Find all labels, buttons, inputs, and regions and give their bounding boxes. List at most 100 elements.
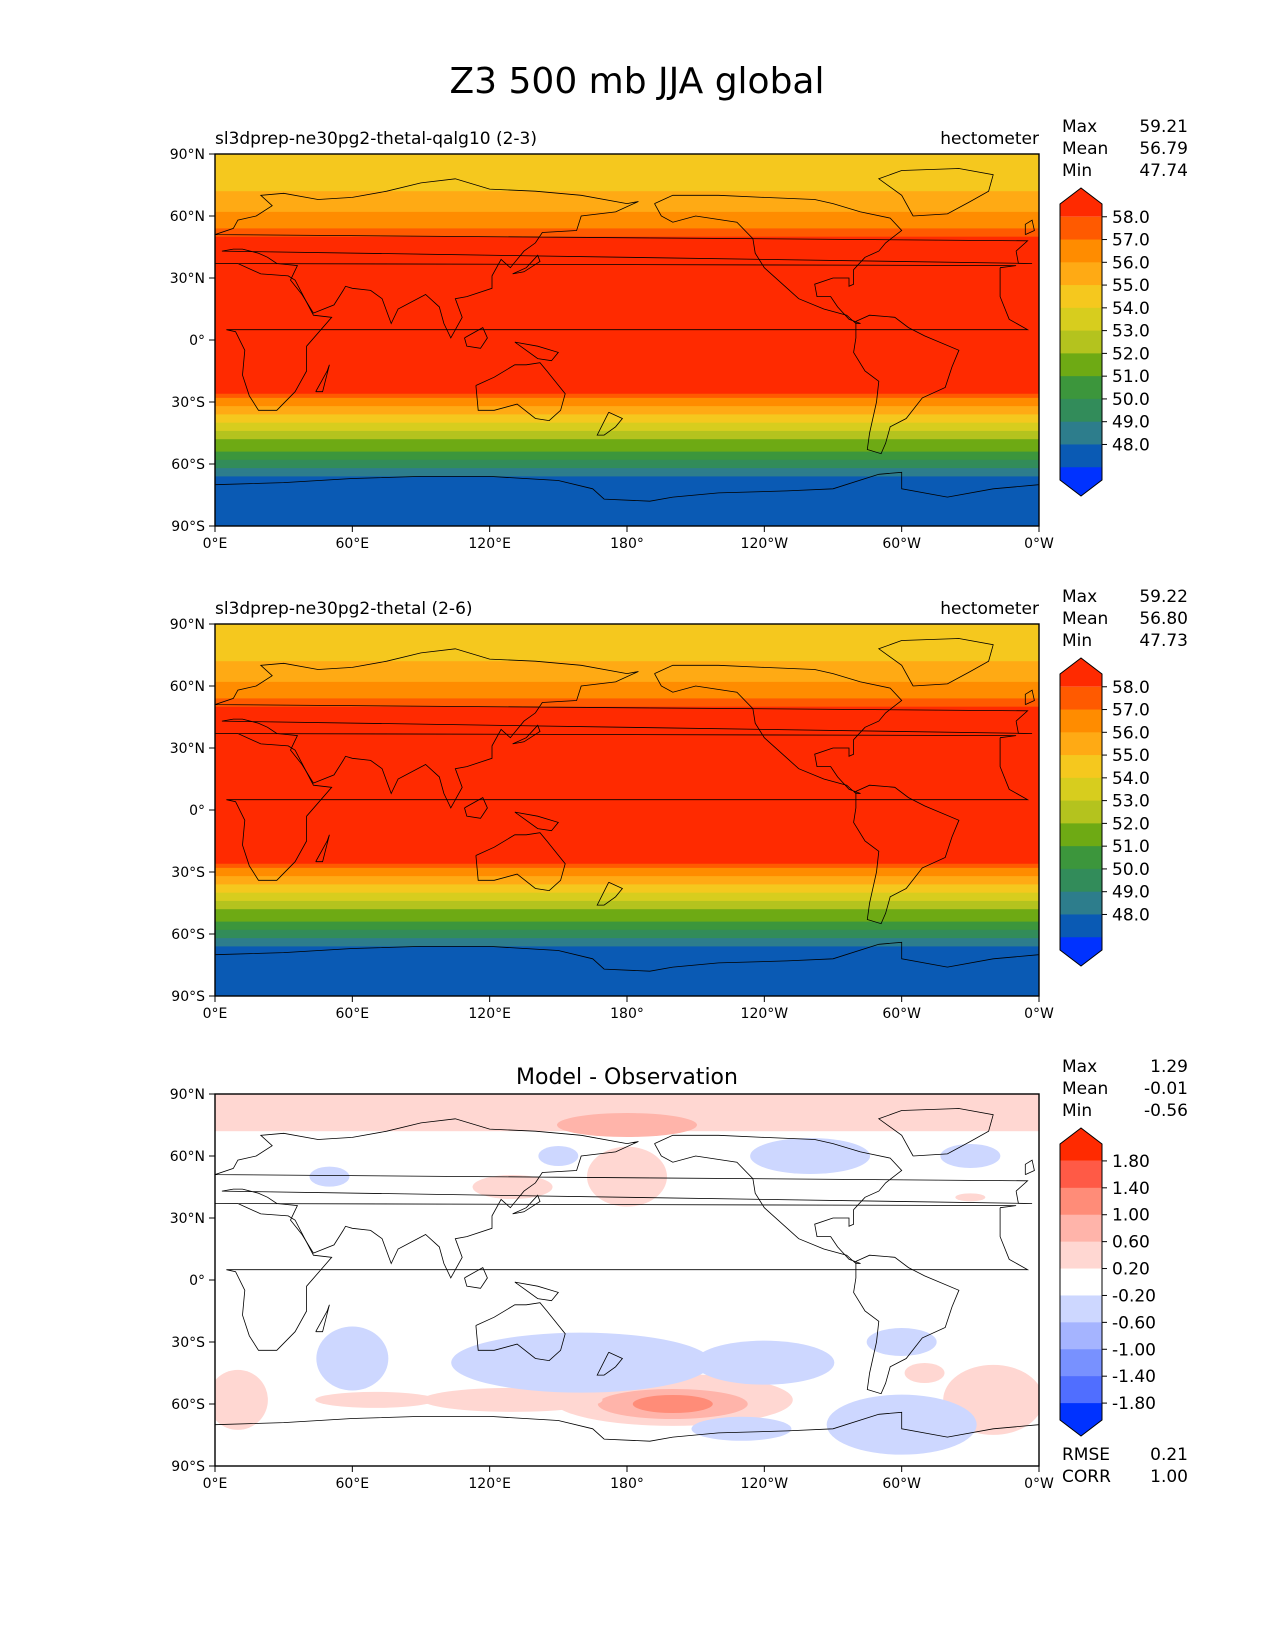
panel-units: hectometer bbox=[940, 599, 1039, 619]
stat-value: 56.79 bbox=[1139, 139, 1188, 159]
colorbar-label: 48.0 bbox=[1112, 905, 1150, 925]
stat-label: Max bbox=[1062, 587, 1097, 607]
lon-tick-label: 60°W bbox=[882, 536, 921, 552]
colorbar-label: 56.0 bbox=[1112, 723, 1150, 743]
stat-label: Mean bbox=[1062, 609, 1108, 629]
colorbar-label: 1.40 bbox=[1112, 1179, 1150, 1199]
colorbar-label: -0.20 bbox=[1112, 1286, 1156, 1306]
lat-tick-label: 90°S bbox=[171, 519, 205, 535]
lon-tick-label: 60°W bbox=[882, 1006, 921, 1022]
lon-tick-label: 180° bbox=[610, 1006, 644, 1022]
lat-tick-label: 60°N bbox=[170, 679, 205, 695]
lon-tick-label: 120°E bbox=[468, 536, 511, 552]
lat-tick-label: 60°N bbox=[170, 209, 205, 225]
lon-tick-label: 60°W bbox=[882, 1476, 921, 1492]
lat-tick-label: 30°N bbox=[170, 1211, 205, 1227]
stat-value: 59.22 bbox=[1139, 587, 1188, 607]
coastlines bbox=[215, 168, 1039, 502]
lon-tick-label: 0°E bbox=[203, 1476, 228, 1492]
panel-left-title: sl3dprep-ne30pg2-thetal (2-6) bbox=[215, 599, 473, 619]
metric-value: 1.00 bbox=[1150, 1467, 1188, 1487]
lat-tick-label: 30°S bbox=[171, 1335, 205, 1351]
colorbar-label: 50.0 bbox=[1112, 390, 1150, 410]
stat-label: Min bbox=[1062, 161, 1092, 181]
colorbar-label: 48.0 bbox=[1112, 435, 1150, 455]
lat-tick-label: 90°N bbox=[170, 617, 205, 633]
colorbar-label: 54.0 bbox=[1112, 299, 1150, 319]
colorbar-label: -1.40 bbox=[1112, 1367, 1156, 1387]
lon-tick-label: 120°E bbox=[468, 1006, 511, 1022]
colorbar-label: -1.80 bbox=[1112, 1394, 1156, 1414]
colorbar-label: 51.0 bbox=[1112, 367, 1150, 387]
stat-label: Max bbox=[1062, 117, 1097, 137]
colorbar-label: 51.0 bbox=[1112, 837, 1150, 857]
colorbar-label: 57.0 bbox=[1112, 701, 1150, 721]
stat-label: Min bbox=[1062, 631, 1092, 651]
map-field bbox=[215, 1094, 1039, 1466]
lon-tick-label: 120°E bbox=[468, 1476, 511, 1492]
lat-tick-label: 0° bbox=[189, 1273, 205, 1289]
colorbar-label: 50.0 bbox=[1112, 860, 1150, 880]
lon-tick-label: 120°W bbox=[741, 1006, 789, 1022]
colorbar-label: -1.00 bbox=[1112, 1340, 1156, 1360]
lat-tick-label: 90°N bbox=[170, 1087, 205, 1103]
lat-tick-label: 30°N bbox=[170, 741, 205, 757]
colorbar-label: 52.0 bbox=[1112, 344, 1150, 364]
colorbar-label: 0.20 bbox=[1112, 1260, 1150, 1280]
coastlines bbox=[215, 638, 1039, 972]
colorbar-label: 55.0 bbox=[1112, 746, 1150, 766]
colorbar-label: 1.80 bbox=[1112, 1152, 1150, 1172]
colorbar-label: -0.60 bbox=[1112, 1313, 1156, 1333]
colorbar-label: 1.00 bbox=[1112, 1206, 1150, 1226]
panel-test: 90°N 60°N 30°N 0° 30°S 60°S 90°S0°E 60°E 120°E 18… bbox=[170, 117, 1188, 552]
stat-value: 59.21 bbox=[1139, 117, 1188, 137]
stat-label: Mean bbox=[1062, 139, 1108, 159]
map-field bbox=[215, 624, 1039, 996]
lon-tick-label: 60°E bbox=[335, 1006, 369, 1022]
colorbar-label: 57.0 bbox=[1112, 231, 1150, 251]
panel-center-title: Model - Observation bbox=[516, 1065, 738, 1090]
colorbar-label: 52.0 bbox=[1112, 814, 1150, 834]
panel-reference: 90°N 60°N 30°N 0° 30°S 60°S 90°S0°E 60°E 120°E 18… bbox=[170, 587, 1188, 1022]
lat-tick-label: 0° bbox=[189, 803, 205, 819]
colorbar-label: 58.0 bbox=[1112, 208, 1150, 228]
stat-label: Max bbox=[1062, 1057, 1097, 1077]
lat-tick-label: 0° bbox=[189, 333, 205, 349]
lon-tick-label: 120°W bbox=[741, 536, 789, 552]
stat-value: 47.74 bbox=[1139, 161, 1188, 181]
stat-value: 1.29 bbox=[1150, 1057, 1188, 1077]
metric-label: RMSE bbox=[1062, 1445, 1110, 1465]
colorbar-label: 53.0 bbox=[1112, 792, 1150, 812]
lon-tick-label: 180° bbox=[610, 1476, 644, 1492]
lat-tick-label: 30°S bbox=[171, 865, 205, 881]
lat-tick-label: 30°S bbox=[171, 395, 205, 411]
colorbar-label: 0.60 bbox=[1112, 1233, 1150, 1253]
metric-label: CORR bbox=[1062, 1467, 1111, 1487]
map-field bbox=[215, 154, 1039, 526]
lon-tick-label: 180° bbox=[610, 536, 644, 552]
metric-value: 0.21 bbox=[1150, 1445, 1188, 1465]
colorbar: 1.80 1.40 1.00 0.60 0.20 -0.20 -0.60 -1.00 -1.40… bbox=[1059, 1127, 1156, 1437]
colorbar: 58.0 57.056.0 55.0 54.0 53.052.0 51.0 50.0 49.0… bbox=[1059, 657, 1150, 967]
panel-units: hectometer bbox=[940, 129, 1039, 149]
stat-label: Mean bbox=[1062, 1079, 1108, 1099]
lat-tick-label: 30°N bbox=[170, 271, 205, 287]
lat-tick-label: 90°S bbox=[171, 1459, 205, 1475]
panel-left-title: sl3dprep-ne30pg2-thetal-qalg10 (2-3) bbox=[215, 129, 537, 149]
colorbar-label: 55.0 bbox=[1112, 276, 1150, 296]
colorbar: 58.0 57.056.0 55.0 54.0 53.052.0 51.0 50.0 49.0… bbox=[1059, 187, 1150, 497]
lat-tick-label: 90°N bbox=[170, 147, 205, 163]
colorbar-label: 56.0 bbox=[1112, 253, 1150, 273]
colorbar-label: 58.0 bbox=[1112, 678, 1150, 698]
lat-tick-label: 90°S bbox=[171, 989, 205, 1005]
colorbar-label: 54.0 bbox=[1112, 769, 1150, 789]
lon-tick-label: 0°E bbox=[203, 1006, 228, 1022]
stat-value: -0.56 bbox=[1144, 1101, 1188, 1121]
stat-label: Min bbox=[1062, 1101, 1092, 1121]
coastlines bbox=[215, 1108, 1039, 1442]
stat-value: -0.01 bbox=[1144, 1079, 1188, 1099]
lon-tick-label: 60°E bbox=[335, 536, 369, 552]
figure-title: Z3 500 mb JJA global bbox=[450, 61, 825, 102]
colorbar-label: 49.0 bbox=[1112, 413, 1150, 433]
